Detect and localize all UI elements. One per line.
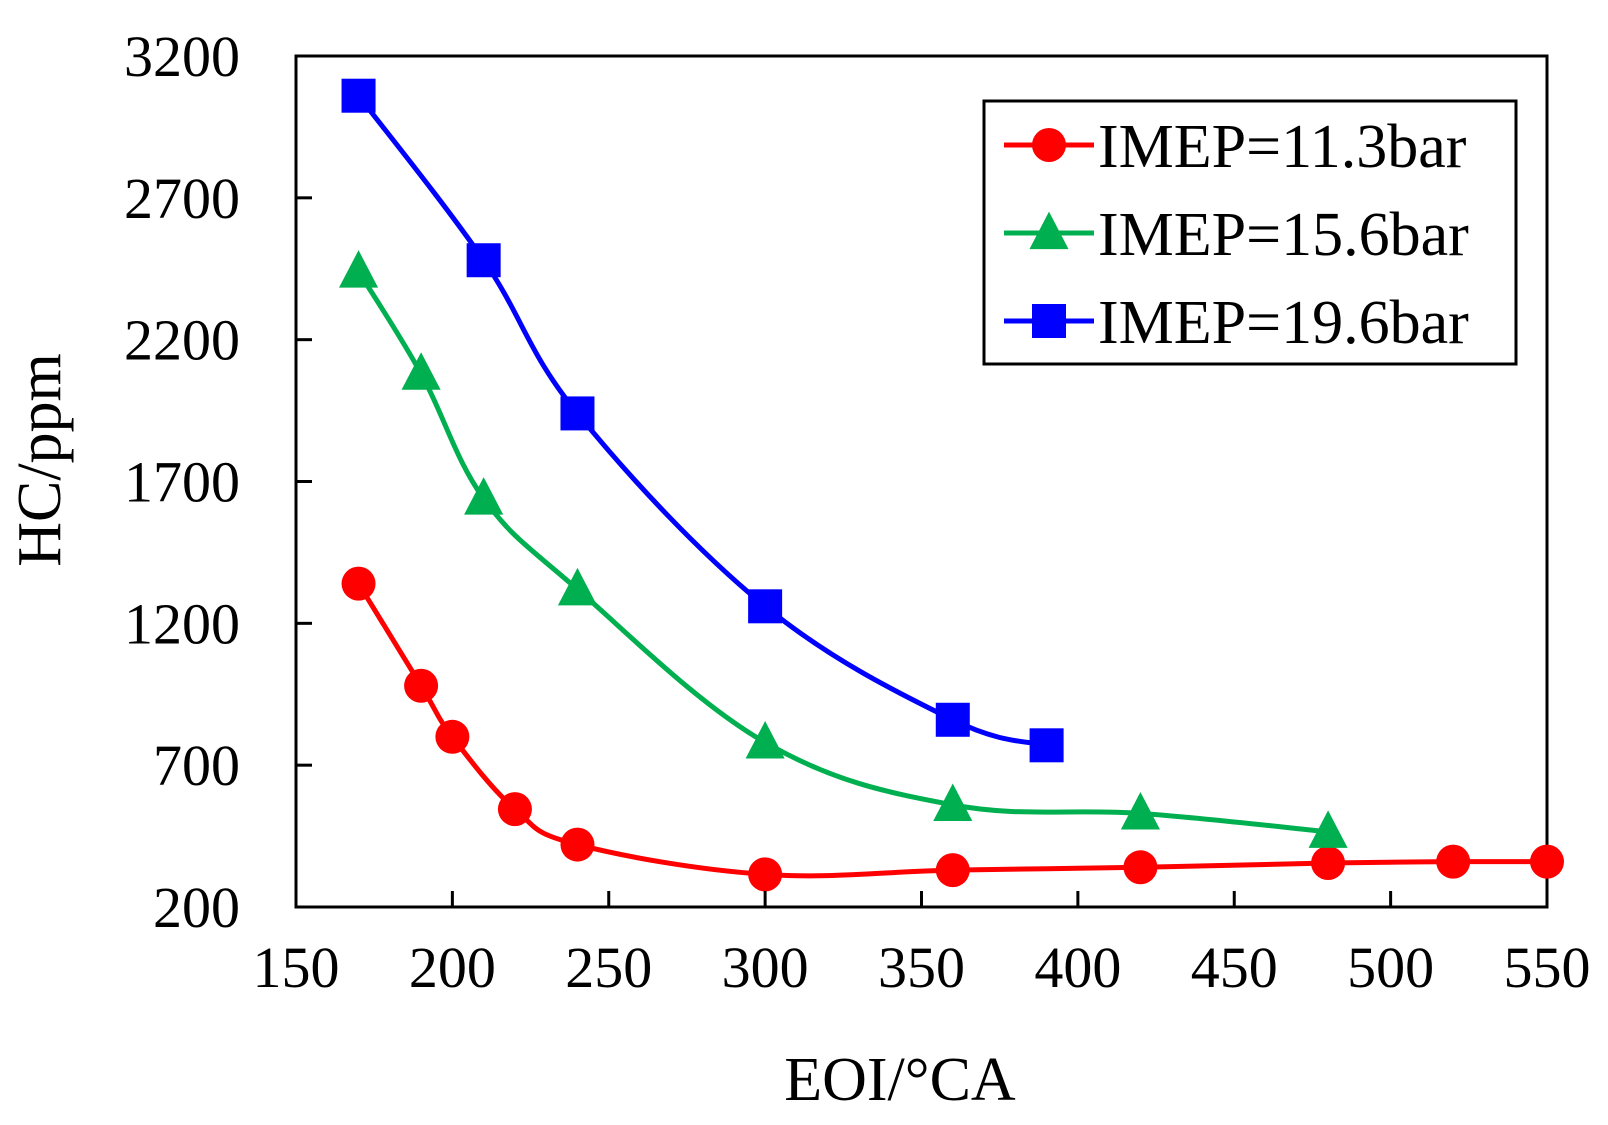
x-axis-ticks: 150 200 250 300 350 400 450 500 550 xyxy=(253,891,1591,1000)
x-tick-label: 300 xyxy=(722,935,809,1000)
data-point xyxy=(745,721,785,759)
x-tick-label: 350 xyxy=(878,935,965,1000)
series-1 xyxy=(341,566,1564,892)
y-tick-label: 700 xyxy=(153,733,240,798)
data-point xyxy=(466,243,501,278)
data-point xyxy=(341,78,376,113)
data-point xyxy=(339,250,379,288)
y-tick-label: 1200 xyxy=(124,591,240,656)
x-tick-label: 550 xyxy=(1504,935,1591,1000)
series-line xyxy=(356,94,1048,748)
series-2 xyxy=(339,250,1348,848)
data-point xyxy=(935,702,970,737)
legend-item: IMEP=15.6bar xyxy=(1004,201,1469,269)
y-axis-ticks: 200 700 1200 1700 2200 2700 3200 xyxy=(124,24,312,940)
series-line xyxy=(356,270,1329,835)
legend-marker xyxy=(1029,211,1069,250)
y-axis-title: HC/ppm xyxy=(6,353,74,567)
legend-label: IMEP=11.3bar xyxy=(1098,113,1467,181)
x-tick-label: 150 xyxy=(253,935,340,1000)
legend-item: IMEP=11.3bar xyxy=(1004,113,1467,181)
y-tick-label: 3200 xyxy=(124,24,240,89)
data-point xyxy=(1123,850,1158,885)
series-3 xyxy=(341,78,1064,763)
data-point xyxy=(557,567,598,606)
x-tick-label: 400 xyxy=(1034,935,1121,1000)
legend-label: IMEP=15.6bar xyxy=(1098,201,1469,269)
plot-layer xyxy=(294,54,1564,909)
y-tick-label: 200 xyxy=(153,875,240,940)
x-axis-title: EOI/°CA xyxy=(784,1046,1016,1114)
data-point xyxy=(1436,844,1471,879)
x-tick-label: 500 xyxy=(1347,935,1434,1000)
y-tick-label: 2200 xyxy=(124,308,240,373)
data-point xyxy=(464,477,504,515)
legend-item: IMEP=19.6bar xyxy=(1004,289,1469,357)
legend-marker xyxy=(1032,128,1066,162)
legend-marker xyxy=(1032,304,1066,338)
data-point xyxy=(1311,846,1346,881)
data-point xyxy=(748,589,783,624)
x-tick-label: 450 xyxy=(1191,935,1278,1000)
data-point xyxy=(560,827,595,862)
data-point xyxy=(560,396,595,431)
data-point xyxy=(1029,728,1064,763)
data-point xyxy=(1530,844,1564,879)
data-point xyxy=(435,719,470,754)
y-tick-label: 2700 xyxy=(124,166,240,231)
data-point xyxy=(401,352,441,390)
data-point xyxy=(404,668,439,703)
data-point xyxy=(935,853,970,888)
data-point xyxy=(748,857,783,892)
data-point xyxy=(933,783,973,821)
legend-label: IMEP=19.6bar xyxy=(1098,289,1469,357)
data-point xyxy=(497,792,532,827)
y-tick-label: 1700 xyxy=(124,450,240,515)
data-point xyxy=(1120,791,1160,830)
data-point xyxy=(1308,810,1348,848)
legend: IMEP=11.3bar IMEP=15.6bar IMEP=19.6bar xyxy=(982,99,1518,366)
data-point xyxy=(341,566,376,601)
x-tick-label: 250 xyxy=(565,935,652,1000)
x-tick-label: 200 xyxy=(409,935,496,1000)
